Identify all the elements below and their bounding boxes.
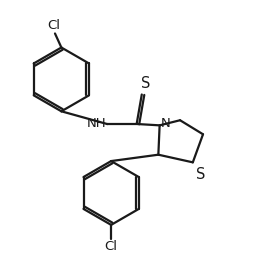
Text: S: S bbox=[196, 167, 205, 182]
Text: N: N bbox=[161, 117, 171, 130]
Text: Cl: Cl bbox=[47, 19, 60, 32]
Text: Cl: Cl bbox=[105, 240, 118, 253]
Text: S: S bbox=[141, 76, 150, 91]
Text: NH: NH bbox=[86, 117, 106, 130]
